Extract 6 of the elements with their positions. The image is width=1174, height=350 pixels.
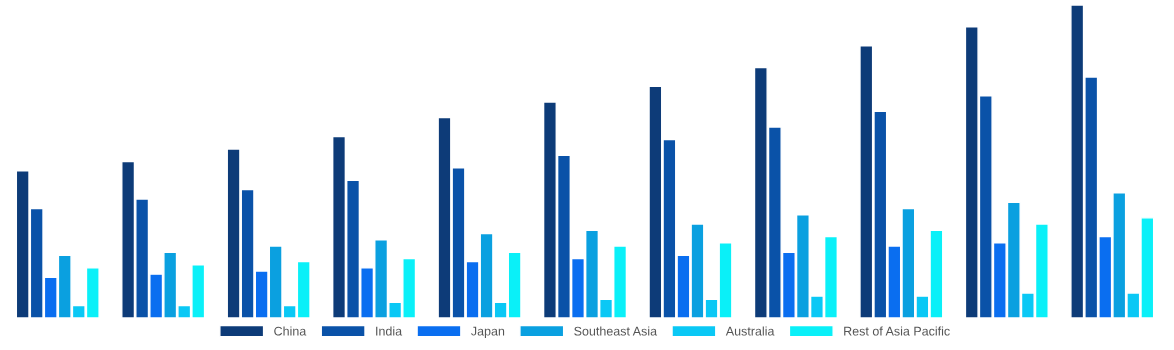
- legend-label: Australia: [725, 326, 775, 336]
- legend-label: Rest of Asia Pacific: [844, 326, 950, 336]
- legend-label: Japan: [471, 326, 505, 339]
- legend-label: China: [274, 326, 307, 336]
- legend-label: India: [376, 326, 403, 336]
- legend-label: Southeast Asia: [574, 326, 658, 336]
